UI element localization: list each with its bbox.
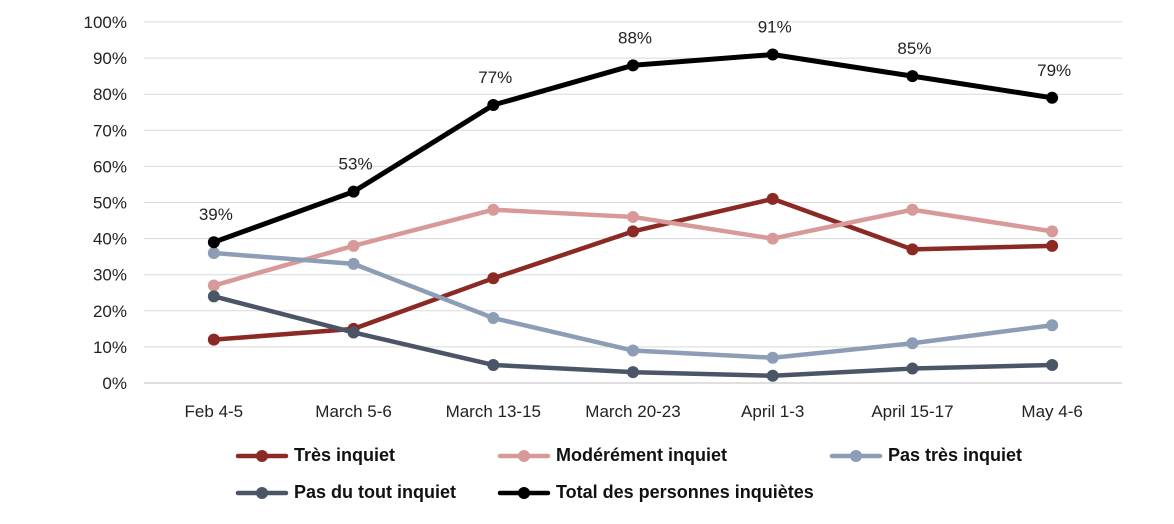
legend-swatch-marker — [256, 487, 268, 499]
data-label: 88% — [618, 28, 652, 47]
y-tick-label: 90% — [93, 49, 127, 68]
x-tick-label: March 20-23 — [585, 402, 680, 421]
legend-swatch-marker — [850, 450, 862, 462]
legend: Très inquiet Modérément inquiet Pas très i… — [235, 445, 1022, 502]
data-point — [906, 362, 919, 375]
legend-label: Total des personnes inquiètes — [556, 482, 814, 502]
data-point — [1046, 225, 1059, 238]
data-label: 79% — [1037, 61, 1071, 80]
series-3 — [207, 290, 1059, 382]
series-2 — [207, 247, 1059, 364]
data-labels: 39% 53% 77% 88% 91% 85% 79% — [199, 17, 1071, 224]
data-point — [487, 312, 500, 325]
data-point — [627, 344, 639, 357]
data-point — [207, 290, 220, 303]
series-4 — [207, 48, 1059, 249]
legend-label: Pas très inquiet — [888, 445, 1022, 465]
legend-label: Modérément inquiet — [556, 445, 727, 465]
y-tick-label: 40% — [93, 230, 127, 249]
y-tick-label: 0% — [102, 374, 127, 393]
data-point — [906, 243, 919, 256]
data-point — [766, 369, 779, 382]
legend-item: Très inquiet — [235, 445, 395, 465]
data-point — [766, 192, 779, 205]
y-tick-label: 30% — [93, 266, 127, 285]
data-point — [207, 236, 220, 249]
legend-item: Modérément inquiet — [497, 445, 727, 465]
data-point — [347, 185, 360, 198]
data-point — [906, 70, 919, 83]
x-tick-label: April 1-3 — [741, 402, 804, 421]
data-point — [487, 99, 500, 112]
data-label: 39% — [199, 205, 233, 224]
legend-item: Pas très inquiet — [829, 445, 1022, 465]
data-point — [487, 272, 500, 285]
y-tick-label: 70% — [93, 121, 127, 140]
legend-swatch-marker — [256, 450, 268, 462]
legend-item: Pas du tout inquiet — [235, 482, 456, 502]
series-line — [211, 294, 1055, 379]
data-label: 53% — [339, 155, 373, 174]
x-axis-ticks: Feb 4-5 March 5-6 March 13-15 March 20-23 Ap… — [185, 402, 1083, 421]
y-tick-label: 60% — [93, 157, 127, 176]
data-point — [1046, 319, 1059, 332]
data-point — [207, 333, 220, 346]
x-tick-label: Feb 4-5 — [185, 402, 244, 421]
data-point — [627, 225, 639, 238]
data-point — [766, 48, 779, 61]
data-point — [487, 203, 500, 216]
data-point — [347, 326, 360, 339]
data-point — [906, 337, 919, 350]
y-tick-label: 100% — [84, 13, 127, 32]
data-point — [627, 59, 639, 72]
data-point — [347, 257, 360, 270]
data-point — [766, 232, 779, 245]
data-point — [1046, 91, 1059, 104]
data-point — [207, 247, 220, 260]
x-tick-label: March 13-15 — [446, 402, 541, 421]
data-point — [347, 239, 360, 252]
x-tick-label: April 15-17 — [871, 402, 953, 421]
data-point — [906, 203, 919, 216]
series-lines — [207, 48, 1059, 382]
data-label: 85% — [897, 39, 931, 58]
series-1 — [207, 203, 1059, 292]
legend-swatch-marker — [518, 450, 530, 462]
data-point — [627, 366, 639, 379]
data-point — [207, 279, 220, 292]
data-label: 91% — [758, 17, 792, 36]
legend-item: Total des personnes inquiètes — [497, 482, 814, 502]
x-tick-label: May 4-6 — [1021, 402, 1082, 421]
y-axis-ticks: 0% 10% 20% 30% 40% 50% 60% 70% 80% 90% 100% — [84, 13, 127, 393]
y-tick-label: 10% — [93, 338, 127, 357]
y-tick-label: 80% — [93, 85, 127, 104]
data-point — [766, 351, 779, 364]
gridlines — [144, 21, 1122, 384]
data-point — [627, 210, 639, 223]
x-tick-label: March 5-6 — [315, 402, 392, 421]
y-tick-label: 20% — [93, 302, 127, 321]
legend-label: Très inquiet — [294, 445, 395, 465]
legend-swatch-marker — [518, 487, 530, 499]
data-point — [1046, 239, 1059, 252]
data-point — [487, 358, 500, 371]
y-tick-label: 50% — [93, 194, 127, 213]
data-label: 77% — [478, 68, 512, 87]
data-point — [1046, 358, 1059, 371]
series-line — [211, 250, 1055, 360]
legend-label: Pas du tout inquiet — [294, 482, 456, 502]
